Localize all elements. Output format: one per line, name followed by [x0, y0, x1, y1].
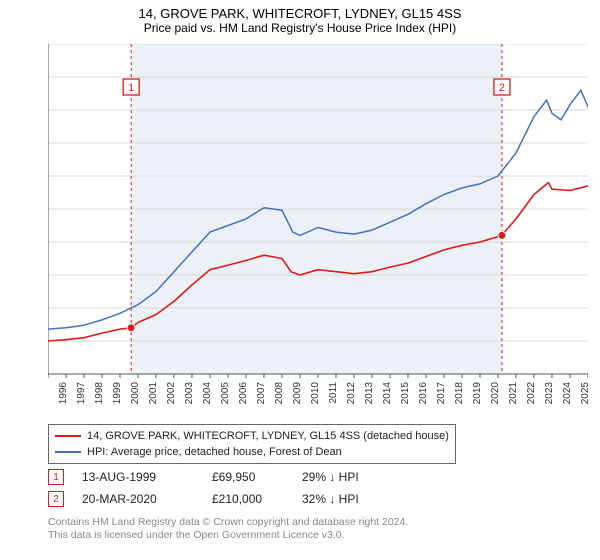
svg-text:1998: 1998	[94, 382, 105, 405]
svg-text:2007: 2007	[256, 382, 267, 405]
svg-text:1996: 1996	[58, 382, 69, 405]
sale-pct-vs-hpi: 29% ↓ HPI	[302, 470, 402, 484]
legend-swatch	[55, 451, 81, 453]
sale-pct-vs-hpi: 32% ↓ HPI	[302, 492, 402, 506]
svg-text:2013: 2013	[364, 382, 375, 405]
svg-text:2023: 2023	[544, 382, 555, 405]
sale-date: 13-AUG-1999	[82, 470, 212, 484]
svg-text:2018: 2018	[454, 382, 465, 405]
sale-price: £69,950	[212, 470, 302, 484]
svg-text:2015: 2015	[400, 382, 411, 405]
svg-text:1: 1	[128, 82, 134, 94]
svg-text:2: 2	[499, 82, 505, 94]
svg-text:2021: 2021	[508, 382, 519, 405]
svg-text:2020: 2020	[490, 382, 501, 405]
sale-price: £210,000	[212, 492, 302, 506]
svg-text:2004: 2004	[202, 382, 213, 405]
svg-text:2014: 2014	[382, 382, 393, 405]
legend-swatch	[55, 435, 81, 437]
svg-text:2010: 2010	[310, 382, 321, 405]
footer-attribution: Contains HM Land Registry data © Crown c…	[48, 516, 408, 542]
svg-text:2002: 2002	[166, 382, 177, 405]
svg-text:2016: 2016	[418, 382, 429, 405]
svg-text:2024: 2024	[562, 382, 573, 405]
sale-row: 1 13-AUG-1999£69,95029% ↓ HPI	[48, 466, 402, 488]
svg-text:2012: 2012	[346, 382, 357, 405]
svg-text:2001: 2001	[148, 382, 159, 405]
title-line-2: Price paid vs. HM Land Registry's House …	[0, 21, 600, 39]
svg-text:2022: 2022	[526, 382, 537, 405]
sale-date: 20-MAR-2020	[82, 492, 212, 506]
svg-text:2005: 2005	[220, 382, 231, 405]
svg-text:1997: 1997	[76, 382, 87, 405]
footer-line-2: This data is licensed under the Open Gov…	[48, 529, 408, 542]
legend: 14, GROVE PARK, WHITECROFT, LYDNEY, GL15…	[48, 424, 456, 464]
svg-text:1999: 1999	[112, 382, 123, 405]
svg-text:2008: 2008	[274, 382, 285, 405]
sale-marker-box: 1	[48, 469, 64, 485]
svg-text:2009: 2009	[292, 382, 303, 405]
legend-label: 14, GROVE PARK, WHITECROFT, LYDNEY, GL15…	[87, 428, 449, 444]
legend-row: HPI: Average price, detached house, Fore…	[55, 444, 449, 460]
svg-text:2003: 2003	[184, 382, 195, 405]
svg-text:2017: 2017	[436, 382, 447, 405]
sale-marker-box: 2	[48, 491, 64, 507]
legend-label: HPI: Average price, detached house, Fore…	[87, 444, 342, 460]
chart: £0£50K£100K£150K£200K£250K£300K£350K£400…	[48, 44, 588, 414]
sale-row: 2 20-MAR-2020£210,00032% ↓ HPI	[48, 488, 402, 510]
sales-table: 1 13-AUG-1999£69,95029% ↓ HPI 2 20-MAR-2020…	[48, 466, 402, 510]
svg-text:2000: 2000	[130, 382, 141, 405]
svg-text:1995: 1995	[48, 382, 51, 405]
title-line-1: 14, GROVE PARK, WHITECROFT, LYDNEY, GL15…	[0, 0, 600, 21]
svg-text:2025: 2025	[580, 382, 588, 405]
svg-text:2019: 2019	[472, 382, 483, 405]
svg-text:2006: 2006	[238, 382, 249, 405]
svg-text:2011: 2011	[328, 382, 339, 404]
legend-row: 14, GROVE PARK, WHITECROFT, LYDNEY, GL15…	[55, 428, 449, 444]
footer-line-1: Contains HM Land Registry data © Crown c…	[48, 516, 408, 529]
